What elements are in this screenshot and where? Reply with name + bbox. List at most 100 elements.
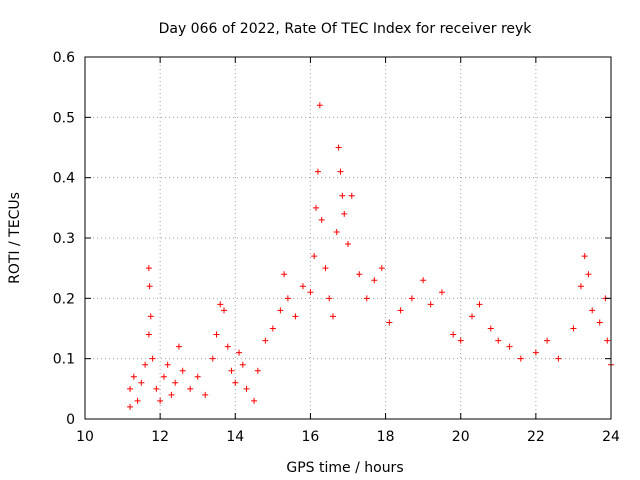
data-point (532, 349, 539, 356)
data-point (371, 277, 378, 284)
data-point (348, 192, 355, 199)
data-point (322, 265, 329, 272)
data-point (386, 319, 393, 326)
data-point (487, 325, 494, 332)
data-point (506, 343, 513, 350)
data-point (187, 385, 194, 392)
data-point (202, 391, 209, 398)
data-point (145, 265, 152, 272)
data-point (284, 295, 291, 302)
y-tick-label: 0 (66, 412, 75, 428)
data-point (307, 289, 314, 296)
data-point (495, 337, 502, 344)
data-point (277, 307, 284, 314)
data-point (236, 349, 243, 356)
data-point (378, 265, 385, 272)
data-point (281, 271, 288, 278)
y-axis-label: ROTI / TECUs (7, 192, 23, 284)
data-point (209, 355, 216, 362)
data-point (316, 102, 323, 109)
data-point (149, 355, 156, 362)
data-point (311, 253, 318, 260)
data-point (356, 271, 363, 278)
data-point (333, 228, 340, 235)
data-point (339, 192, 346, 199)
data-point (262, 337, 269, 344)
x-tick-label: 18 (377, 429, 395, 445)
data-point (438, 289, 445, 296)
x-axis-label: GPS time / hours (286, 460, 403, 476)
data-point (127, 403, 134, 410)
plot-frame (84, 56, 612, 420)
x-tick-label: 10 (76, 429, 94, 445)
data-point (420, 277, 427, 284)
data-point (427, 301, 434, 308)
data-point (341, 210, 348, 217)
data-point (269, 325, 276, 332)
data-point (337, 168, 344, 175)
data-point (292, 313, 299, 320)
data-point (363, 295, 370, 302)
y-tick-label: 0.3 (53, 231, 75, 247)
data-points (127, 102, 614, 410)
x-tick-label: 24 (602, 429, 620, 445)
x-tick-label: 12 (151, 429, 169, 445)
x-axis-ticks: 10 12 14 16 18 20 22 24 (76, 57, 620, 445)
x-tick-label: 20 (452, 429, 470, 445)
data-point (299, 283, 306, 290)
data-point (329, 313, 336, 320)
chart-title: Day 066 of 2022, Rate Of TEC Index for r… (159, 21, 533, 37)
x-tick-label: 22 (527, 429, 545, 445)
data-point (172, 379, 179, 386)
y-tick-label: 0.2 (53, 291, 75, 307)
data-point (468, 313, 475, 320)
data-point (254, 367, 261, 374)
data-point (326, 295, 333, 302)
data-point (450, 331, 457, 338)
data-point (313, 204, 320, 211)
data-point (217, 301, 224, 308)
data-point (175, 343, 182, 350)
data-point (585, 271, 592, 278)
data-point (147, 313, 154, 320)
data-point (243, 385, 250, 392)
data-point (142, 361, 149, 368)
data-point (157, 397, 164, 404)
data-point (596, 319, 603, 326)
data-point (589, 307, 596, 314)
data-point (239, 361, 246, 368)
data-point (164, 361, 171, 368)
data-point (145, 331, 152, 338)
data-point (251, 397, 258, 404)
data-point (314, 168, 321, 175)
data-point (221, 307, 228, 314)
data-point (138, 379, 145, 386)
data-point (194, 373, 201, 380)
data-point (577, 283, 584, 290)
data-point (224, 343, 231, 350)
y-tick-label: 0.4 (53, 171, 75, 187)
data-point (476, 301, 483, 308)
data-point (397, 307, 404, 314)
data-point (160, 373, 167, 380)
data-point (517, 355, 524, 362)
y-axis-ticks: 0 0.1 0.2 0.3 0.4 0.5 0.6 (53, 50, 611, 428)
data-point (168, 391, 175, 398)
data-point (127, 385, 134, 392)
grid-lines (85, 57, 611, 419)
data-point (581, 253, 588, 260)
data-point (232, 379, 239, 386)
y-tick-label: 0.1 (53, 352, 75, 368)
data-point (134, 397, 141, 404)
data-point (130, 373, 137, 380)
y-tick-label: 0.6 (53, 50, 75, 66)
data-point (179, 367, 186, 374)
data-point (408, 295, 415, 302)
y-tick-label: 0.5 (53, 110, 75, 126)
x-tick-label: 14 (226, 429, 244, 445)
x-tick-label: 16 (302, 429, 320, 445)
data-point (228, 367, 235, 374)
data-point (570, 325, 577, 332)
data-point (555, 355, 562, 362)
